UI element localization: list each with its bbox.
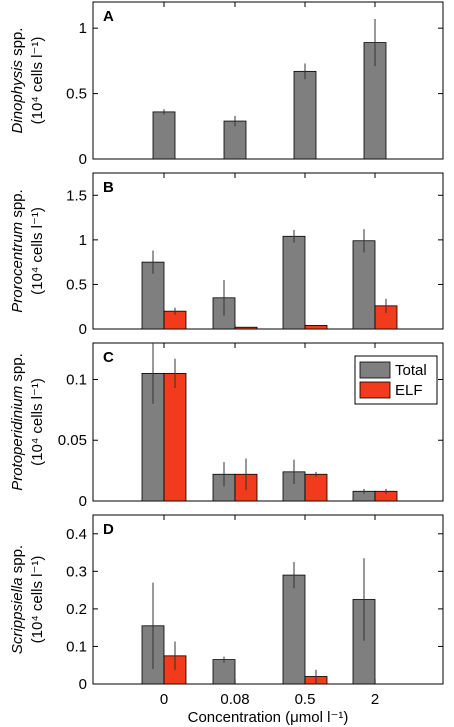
y-tick-label: 0 bbox=[79, 493, 87, 510]
x-tick-label: 0.08 bbox=[220, 691, 249, 708]
y-tick-label: 0 bbox=[79, 321, 87, 338]
legend: Total ELF bbox=[354, 355, 438, 405]
y-tick-label: 0.3 bbox=[66, 563, 87, 580]
panel-letter: C bbox=[103, 349, 114, 366]
axes-frame bbox=[92, 172, 444, 330]
x-tick-label: 2 bbox=[371, 691, 379, 708]
bar-total bbox=[352, 240, 376, 330]
panel-c: 0 0.05 0.1 C Protoperidinium spp.(10⁴ cells … bbox=[9, 342, 444, 510]
bar-total bbox=[282, 574, 306, 685]
y-tick-label: 0.2 bbox=[66, 601, 87, 618]
y-axis-label-units: (10⁴ cells l⁻¹) bbox=[29, 207, 46, 295]
panel-letter: B bbox=[103, 179, 114, 196]
y-axis-label-units: (10⁴ cells l⁻¹) bbox=[29, 37, 46, 125]
legend-label-elf: ELF bbox=[395, 382, 423, 399]
bar-total bbox=[152, 111, 176, 160]
y-axis-label: Protoperidinium spp. bbox=[9, 353, 26, 491]
y-axis-label: Prorocentrum spp. bbox=[9, 189, 26, 312]
x-tick-label: 0 bbox=[160, 691, 168, 708]
y-tick-label: 1.5 bbox=[66, 187, 87, 204]
y-tick-label: 0.5 bbox=[66, 86, 87, 103]
y-tick-label: 0.05 bbox=[58, 432, 87, 449]
y-tick-label: 0.1 bbox=[66, 371, 87, 388]
y-tick-label: 0.1 bbox=[66, 638, 87, 655]
y-tick-label: 0.5 bbox=[66, 276, 87, 293]
axes-frame bbox=[92, 514, 444, 685]
y-tick-label: 1 bbox=[79, 232, 87, 249]
panel-letter: D bbox=[103, 521, 114, 538]
panel-b: 0 0.5 1 1.5 B Prorocentrum spp.(10⁴ cells l⁻¹… bbox=[9, 172, 444, 338]
bar-elf bbox=[163, 372, 187, 502]
bar-total bbox=[282, 235, 306, 330]
y-axis-label: Dinophysis spp. bbox=[9, 28, 26, 134]
y-axis-label-units: (10⁴ cells l⁻¹) bbox=[29, 378, 46, 466]
legend-swatch-total bbox=[359, 361, 391, 379]
panel-letter: A bbox=[103, 8, 114, 25]
axes-frame bbox=[92, 1, 444, 160]
panel-d: 0 0.1 0.2 0.3 0.4 D Scrippsiella spp. (10⁴ cell… bbox=[9, 514, 444, 693]
y-tick-label: 0.4 bbox=[66, 526, 87, 543]
y-axis-label: Scrippsiella spp. bbox=[9, 545, 26, 654]
x-tick-label: 0.5 bbox=[295, 691, 316, 708]
bar-elf bbox=[304, 325, 328, 330]
bar-total bbox=[212, 659, 236, 685]
y-axis-label-units: (10⁴ cells l⁻¹) bbox=[29, 556, 46, 644]
x-axis-label: Concentration (μmol l⁻¹) bbox=[188, 709, 349, 726]
bar-elf bbox=[234, 326, 258, 330]
bar-total bbox=[223, 120, 247, 160]
axes-frame bbox=[92, 342, 444, 502]
legend-label-total: Total bbox=[395, 362, 427, 379]
legend-swatch-elf bbox=[359, 381, 391, 399]
y-tick-label: 0 bbox=[79, 151, 87, 168]
bar-elf bbox=[304, 473, 328, 502]
bar-total bbox=[293, 70, 317, 160]
panel-a: 0 0.5 1A Dinophysis spp. (10⁴ cells l⁻¹) bbox=[9, 1, 444, 168]
y-tick-label: 0 bbox=[79, 676, 87, 693]
y-tick-label: 1 bbox=[79, 20, 87, 37]
